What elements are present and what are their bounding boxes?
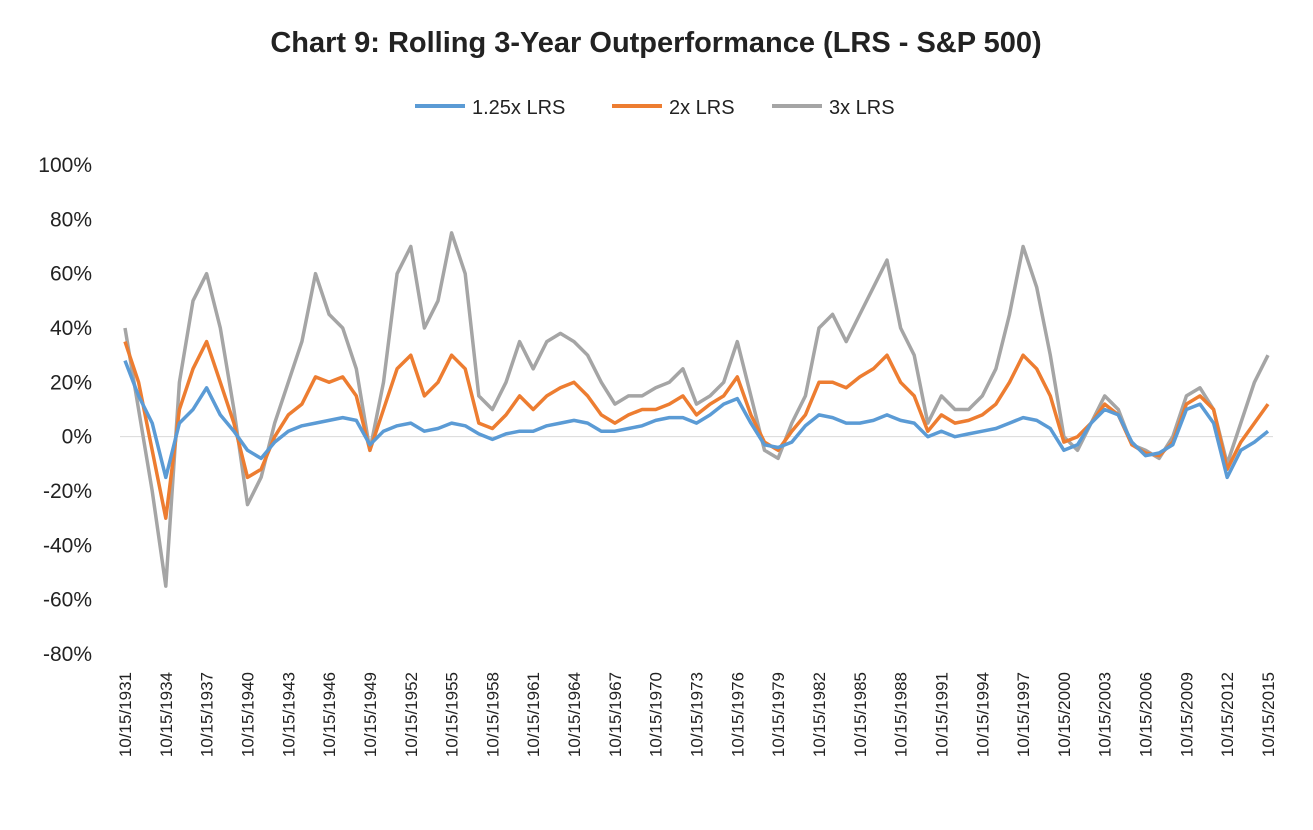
x-tick-label: 10/15/1943 <box>279 672 298 757</box>
x-tick-label: 10/15/1967 <box>606 672 625 757</box>
x-tick-label: 10/15/1955 <box>443 672 462 757</box>
y-tick-label: 60% <box>50 263 92 286</box>
y-tick-label: 100% <box>38 154 92 177</box>
x-tick-label: 10/15/1940 <box>238 672 257 757</box>
x-tick-label: 10/15/1985 <box>851 672 870 757</box>
x-tick-label: 10/15/2003 <box>1096 672 1115 757</box>
x-tick-label: 10/15/1934 <box>157 672 176 757</box>
x-tick-label: 10/15/1952 <box>402 672 421 757</box>
series-line <box>123 359 1270 480</box>
legend-label: 1.25x LRS <box>472 97 565 119</box>
x-tick-label: 10/15/1976 <box>728 672 747 757</box>
x-tick-label: 10/15/1964 <box>565 672 584 757</box>
x-tick-label: 10/15/1946 <box>320 672 339 757</box>
x-tick-label: 10/15/1949 <box>361 672 380 757</box>
x-tick-label: 10/15/1973 <box>688 672 707 757</box>
y-tick-label: 20% <box>50 371 92 394</box>
x-tick-label: 10/15/1931 <box>116 672 135 757</box>
x-tick-label: 10/15/1961 <box>524 672 543 757</box>
y-tick-label: -40% <box>43 534 92 557</box>
x-tick-label: 10/15/1979 <box>769 672 788 757</box>
x-tick-label: 10/15/1997 <box>1014 672 1033 757</box>
y-tick-label: 80% <box>50 208 92 231</box>
y-tick-label: -60% <box>43 589 92 612</box>
x-tick-label: 10/15/1994 <box>973 672 992 757</box>
x-tick-label: 10/15/2015 <box>1259 672 1278 757</box>
x-tick-label: 10/15/2012 <box>1218 672 1237 757</box>
y-tick-label: 0% <box>62 426 92 449</box>
x-tick-label: 10/15/1982 <box>810 672 829 757</box>
x-tick-label: 10/15/1958 <box>483 672 502 757</box>
x-tick-label: 10/15/2006 <box>1137 672 1156 757</box>
x-tick-label: 10/15/1988 <box>892 672 911 757</box>
x-tick-label: 10/15/1991 <box>932 672 951 757</box>
x-tick-label: 10/15/1970 <box>647 672 666 757</box>
series-line <box>123 231 1270 588</box>
chart-title: Chart 9: Rolling 3-Year Outperformance (… <box>270 27 1041 59</box>
x-tick-label: 10/15/2009 <box>1177 672 1196 757</box>
y-tick-label: -20% <box>43 480 92 503</box>
y-tick-label: 40% <box>50 317 92 340</box>
x-tick-label: 10/15/1937 <box>198 672 217 757</box>
x-tick-label: 10/15/2000 <box>1055 672 1074 757</box>
y-tick-label: -80% <box>43 643 92 666</box>
legend-label: 3x LRS <box>829 97 895 119</box>
series-line <box>123 339 1270 520</box>
legend-label: 2x LRS <box>669 97 735 119</box>
